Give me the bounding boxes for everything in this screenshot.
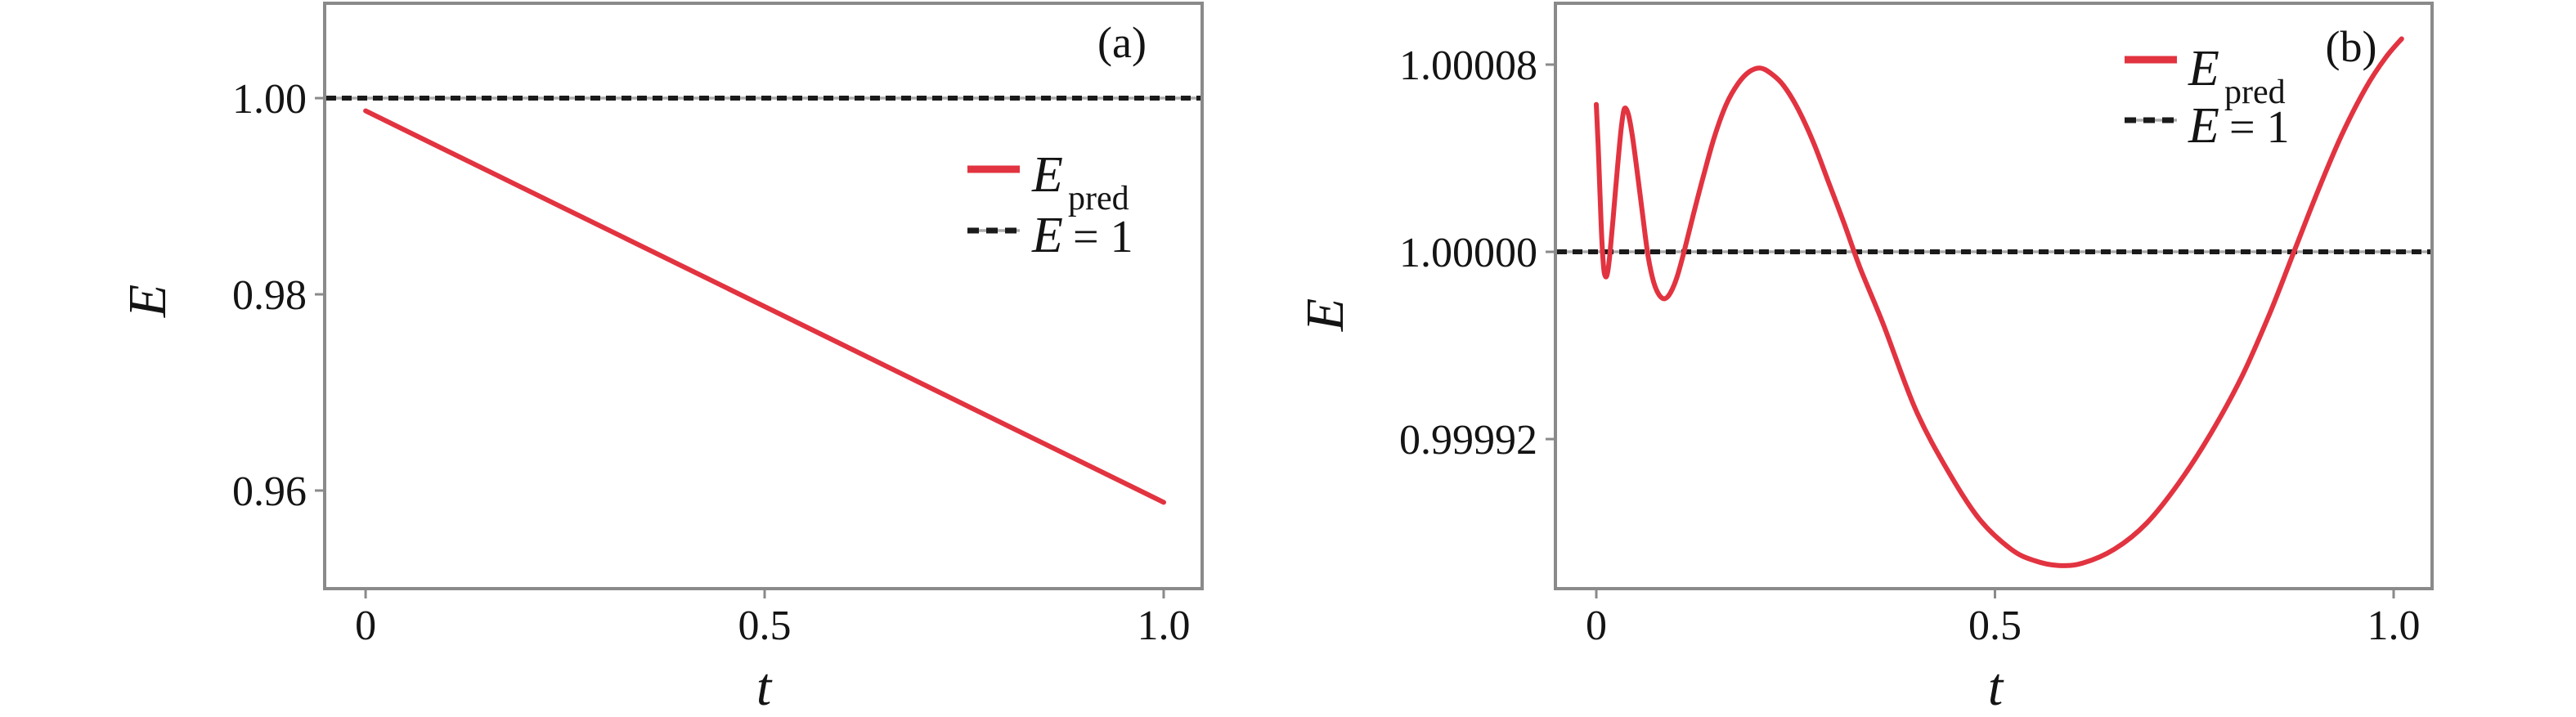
x-tick-label: 1.0 <box>2367 603 2421 649</box>
legend-epred-label-sub-b: pred <box>2224 74 2286 111</box>
axis-ticks-a: 0 0.5 1.0 1.00 0.98 0.96 <box>232 76 1190 649</box>
legend-eq-label-main-b: E <box>2188 98 2219 154</box>
e-pred-curve-b <box>1594 36 2404 568</box>
y-tick-label: 1.00 <box>232 76 307 123</box>
x-axis-label-b: t <box>1988 657 2004 717</box>
legend-epred-label-main-b: E <box>2188 41 2219 96</box>
panel-label-a: (a) <box>1097 18 1147 67</box>
legend-eq-label-rest-a: = 1 <box>1073 212 1133 262</box>
x-tick-label: 0.5 <box>738 603 792 649</box>
y-tick-label: 0.99992 <box>1399 417 1537 464</box>
legend-a: E pred E = 1 <box>967 147 1133 263</box>
panel-label-b: (b) <box>2326 22 2377 71</box>
panel-a: 0 0.5 1.0 1.00 0.98 0.96 t E (a) E pred E = 1 <box>118 2 1204 717</box>
legend-epred-label-main-a: E <box>1031 147 1063 203</box>
x-tick-label: 0 <box>1586 603 1607 649</box>
legend-eq-label-main-a: E <box>1031 208 1063 263</box>
plot-border-a <box>323 2 1204 590</box>
x-axis-label-a: t <box>756 657 773 717</box>
legend-eq-label-rest-b: = 1 <box>2229 102 2290 153</box>
panel-b: 0 0.5 1.0 1.00008 1.00000 0.99992 t E (b) E p… <box>1295 2 2434 717</box>
legend-b: E pred E = 1 <box>2125 41 2290 154</box>
x-tick-label: 1.0 <box>1137 603 1190 649</box>
x-tick-label: 0.5 <box>1968 603 2022 649</box>
y-axis-label-b: E <box>1295 298 1355 332</box>
plot-border-b <box>1554 2 2434 590</box>
axis-ticks-b: 0 0.5 1.0 1.00008 1.00000 0.99992 <box>1399 43 2421 649</box>
y-tick-label: 1.00000 <box>1399 230 1537 276</box>
x-tick-label: 0 <box>355 603 376 649</box>
e-pred-curve-a <box>363 108 1166 505</box>
y-axis-label-a: E <box>118 285 177 318</box>
y-tick-label: 1.00008 <box>1399 43 1537 89</box>
y-tick-label: 0.96 <box>232 468 307 515</box>
legend-epred-label-sub-a: pred <box>1068 180 1129 217</box>
y-tick-label: 0.98 <box>232 272 307 319</box>
